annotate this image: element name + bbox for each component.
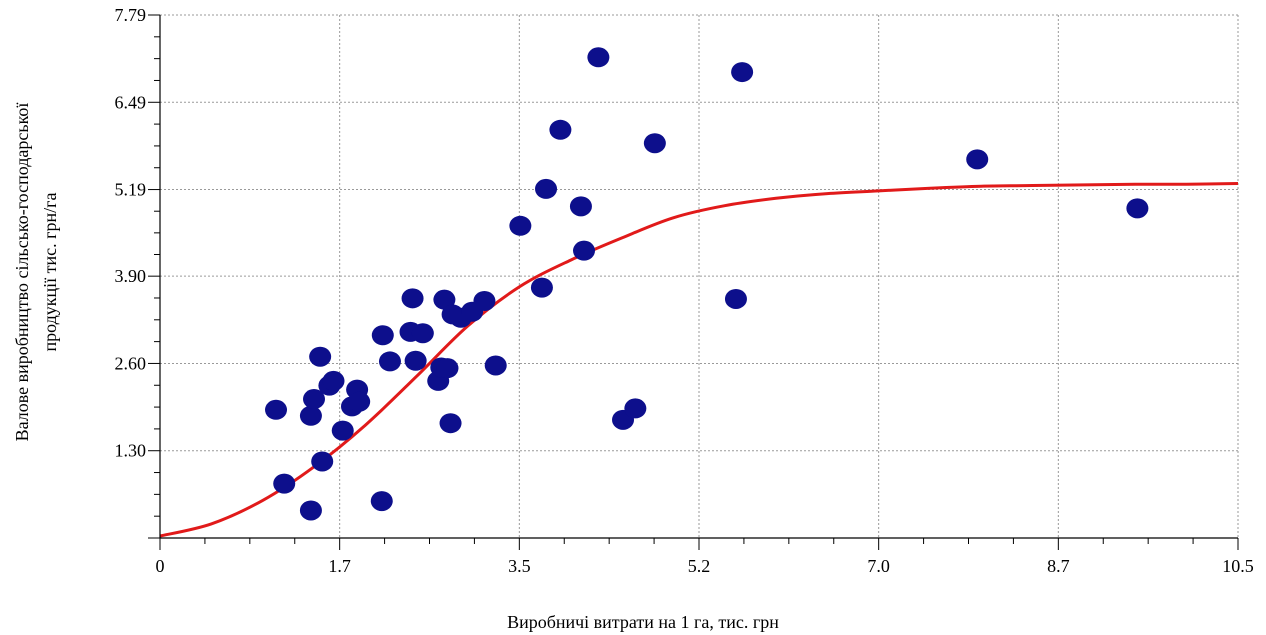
y-tick-label: 1.30 bbox=[115, 441, 147, 461]
y-tick-label: 2.60 bbox=[115, 353, 147, 373]
data-point bbox=[724, 288, 747, 309]
data-point bbox=[433, 289, 456, 310]
y-tick-label: 7.79 bbox=[115, 5, 147, 25]
data-point bbox=[370, 491, 393, 512]
y-axis-title-line1: Валове виробництво сільсько-господарсько… bbox=[12, 103, 32, 442]
data-point bbox=[624, 398, 647, 419]
x-tick-labels: 0 1.7 3.5 5.2 7.0 8.7 10.5 bbox=[156, 556, 1254, 576]
y-tick-label: 6.49 bbox=[115, 92, 147, 112]
y-tick-label: 3.90 bbox=[115, 266, 147, 286]
y-axis-title-line2: продукції тис. грн/га bbox=[40, 192, 60, 351]
data-point bbox=[311, 451, 334, 472]
data-point bbox=[439, 413, 462, 434]
data-point bbox=[509, 215, 532, 236]
data-point bbox=[309, 346, 332, 367]
data-point bbox=[549, 119, 572, 140]
data-point bbox=[371, 325, 394, 346]
data-point bbox=[731, 62, 754, 83]
grid-lines bbox=[160, 14, 1239, 538]
data-point bbox=[436, 358, 459, 379]
data-point bbox=[535, 178, 558, 199]
data-point bbox=[966, 149, 989, 170]
data-point bbox=[473, 291, 496, 312]
data-point bbox=[530, 277, 553, 298]
x-tick-label: 10.5 bbox=[1222, 556, 1254, 576]
x-tick-label: 8.7 bbox=[1047, 556, 1070, 576]
fitted-curve-line bbox=[159, 182, 1239, 538]
data-point bbox=[265, 399, 288, 420]
data-point bbox=[1126, 198, 1149, 219]
fitted-curve-group bbox=[159, 182, 1239, 538]
y-tick-labels: 1.30 2.60 3.90 5.19 6.49 7.79 bbox=[115, 5, 147, 461]
x-axis-title: Виробничі витрати на 1 га, тис. грн bbox=[507, 612, 779, 632]
x-tick-label: 1.7 bbox=[328, 556, 351, 576]
data-point bbox=[348, 391, 371, 412]
data-point bbox=[643, 133, 666, 154]
y-axis-title: Валове виробництво сільсько-господарсько… bbox=[12, 103, 60, 442]
data-point bbox=[322, 370, 345, 391]
y-tick-label: 5.19 bbox=[115, 180, 147, 200]
x-tick-label: 5.2 bbox=[688, 556, 711, 576]
data-point bbox=[303, 389, 325, 410]
data-point bbox=[411, 323, 434, 344]
data-point bbox=[404, 350, 427, 371]
x-tick-label: 7.0 bbox=[867, 556, 890, 576]
x-tick-label: 0 bbox=[156, 556, 165, 576]
data-point bbox=[587, 47, 610, 68]
data-point bbox=[378, 351, 401, 372]
data-point bbox=[331, 420, 354, 441]
data-point bbox=[569, 196, 592, 217]
data-points-group bbox=[265, 47, 1149, 521]
data-point bbox=[299, 500, 322, 521]
data-point bbox=[401, 288, 424, 309]
data-point bbox=[299, 405, 322, 426]
data-point bbox=[573, 240, 596, 261]
axes bbox=[148, 14, 1239, 550]
data-point bbox=[484, 355, 507, 376]
data-point bbox=[273, 473, 296, 494]
x-tick-label: 3.5 bbox=[508, 556, 531, 576]
